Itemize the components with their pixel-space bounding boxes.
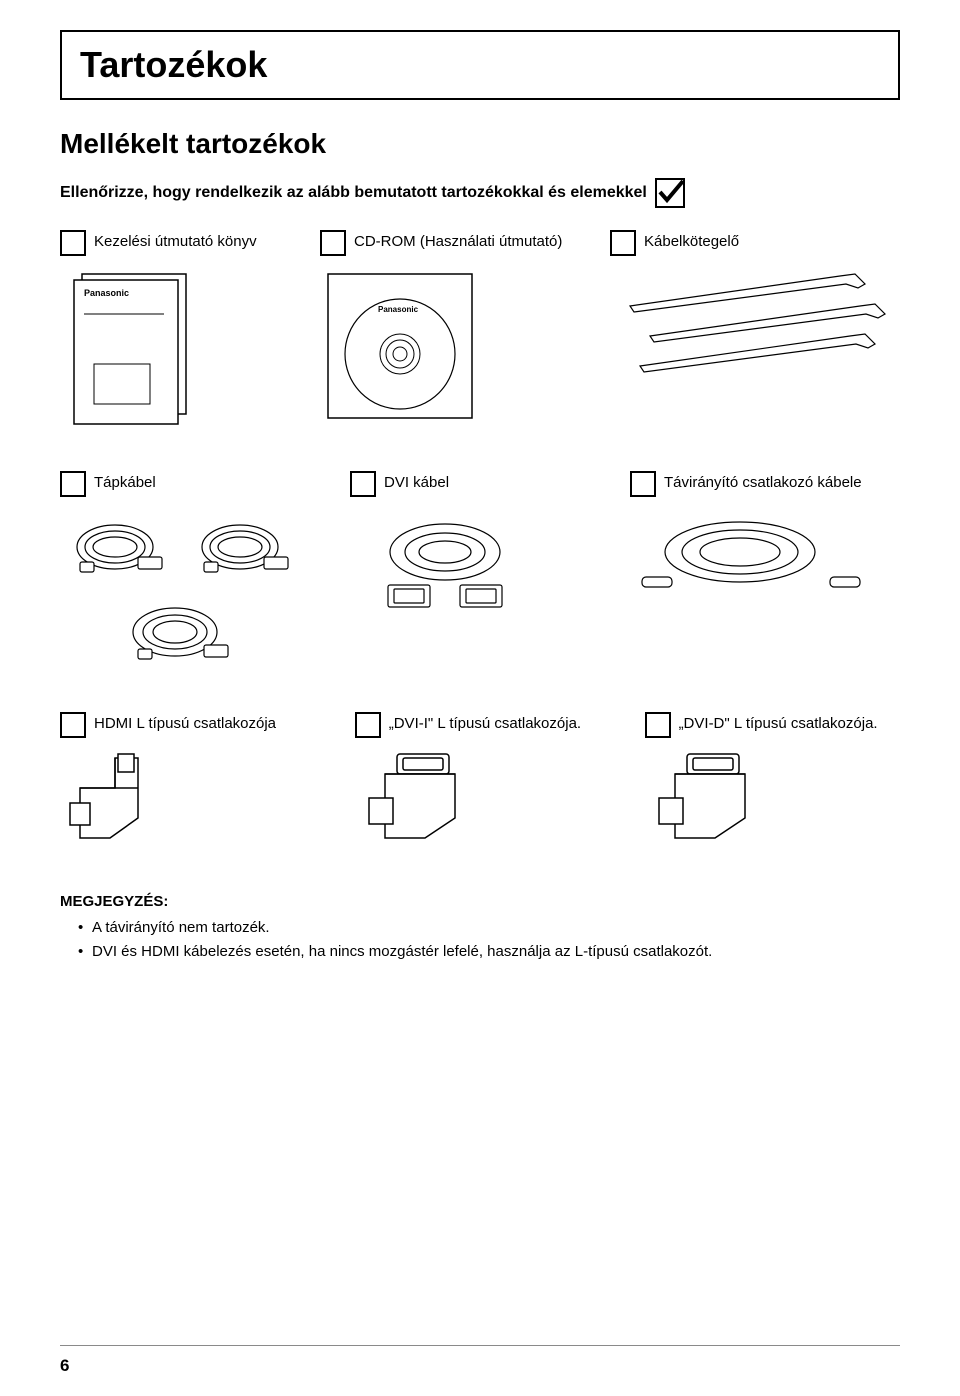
row-3-images [60,748,900,863]
checkbox-icon [355,712,381,738]
page-number: 6 [60,1356,69,1376]
checkmark-icon [655,178,685,208]
dvi-cable-icon [350,624,540,641]
footer-line [60,1345,900,1346]
row-1-images: Panasonic Panasonic [60,266,900,441]
svg-text:Panasonic: Panasonic [378,305,419,314]
checkbox-icon [350,471,376,497]
hdmi-l-connector-icon [60,845,170,862]
item-label: Távirányító csatlakozó kábele [664,471,862,491]
row-2-labels: Tápkábel DVI kábel Távirányító csatlakoz… [60,471,900,497]
checkbox-icon [320,230,346,256]
checkbox-icon [630,471,656,497]
page-title: Tartozékok [80,44,880,86]
row-3-labels: HDMI L típusú csatlakozója „DVI-I" L típ… [60,712,900,738]
cdrom-icon: Panasonic [320,413,480,430]
checkbox-icon [60,712,86,738]
item-label: „DVI-I" L típusú csatlakozója. [389,712,581,732]
note-item: DVI és HDMI kábelezés esetén, ha nincs m… [78,940,900,964]
cable-ties-icon [610,373,890,390]
item-label: HDMI L típusú csatlakozója [94,712,276,732]
manual-icon: Panasonic [60,423,200,440]
item-label: Kezelési útmutató könyv [94,230,257,250]
item-label: Kábelkötegelő [644,230,739,250]
dvi-d-l-connector-icon [645,845,765,862]
row-1-labels: Kezelési útmutató könyv CD-ROM (Használa… [60,230,900,256]
subtitle: Mellékelt tartozékok [60,128,900,160]
row-2-images [60,507,900,682]
item-label: „DVI-D" L típusú csatlakozója. [679,712,878,732]
notes-heading: MEGJEGYZÉS: [60,893,900,910]
title-box: Tartozékok [60,30,900,100]
dvi-i-l-connector-icon [355,845,475,862]
intro-row: Ellenőrizze, hogy rendelkezik az alább b… [60,178,900,208]
item-label: CD-ROM (Használati útmutató) [354,230,562,250]
intro-text: Ellenőrizze, hogy rendelkezik az alább b… [60,184,647,202]
remote-cable-icon [630,604,880,621]
item-label: DVI kábel [384,471,449,491]
checkbox-icon [610,230,636,256]
item-label: Tápkábel [94,471,156,491]
notes-list: A távirányító nem tartozék. DVI és HDMI … [60,916,900,964]
note-item: A távirányító nem tartozék. [78,916,900,940]
checkbox-icon [60,471,86,497]
checkbox-icon [645,712,671,738]
checkbox-icon [60,230,86,256]
brand-text: Panasonic [84,288,129,298]
power-cables-icon [60,664,340,681]
